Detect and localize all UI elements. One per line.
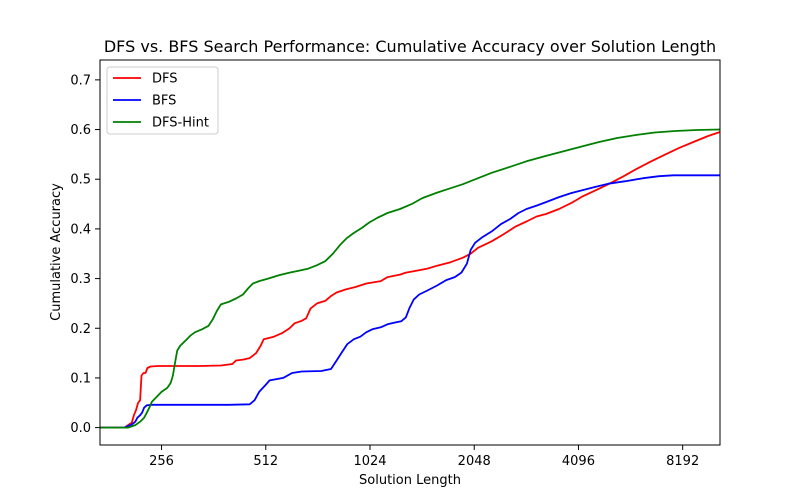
x-tick-label: 2048 <box>458 454 491 469</box>
legend-label-0: DFS <box>152 72 178 87</box>
x-tick-label: 256 <box>149 454 174 469</box>
legend-label-2: DFS-Hint <box>152 116 209 131</box>
y-tick-label: 0.1 <box>70 371 91 386</box>
series-line-0 <box>100 131 721 429</box>
y-axis-label: Cumulative Accuracy <box>49 183 64 321</box>
y-tick-label: 0.2 <box>70 322 91 337</box>
x-tick-label: 1024 <box>353 454 386 469</box>
y-tick-label: 0.0 <box>70 421 91 436</box>
series-line-1 <box>100 174 720 429</box>
x-tick-label: 4096 <box>562 454 595 469</box>
y-tick-label: 0.7 <box>70 73 91 88</box>
series-layer <box>100 128 721 429</box>
y-tick-label: 0.5 <box>70 173 91 188</box>
legend-label-1: BFS <box>152 94 176 109</box>
x-tick-label: 8192 <box>666 454 699 469</box>
y-axis: 0.0 0.1 0.2 0.3 0.4 0.5 0.6 0.7 <box>70 73 100 436</box>
legend: DFS BFS DFS-Hint <box>106 66 219 135</box>
x-axis: 256 512 1024 2048 4096 8192 <box>149 445 699 469</box>
y-tick-label: 0.3 <box>70 272 91 287</box>
x-tick-label: 512 <box>253 454 278 469</box>
series-line-2 <box>100 128 721 429</box>
y-tick-label: 0.4 <box>70 222 91 237</box>
x-axis-label: Solution Length <box>359 473 461 488</box>
plot-border <box>99 59 721 446</box>
legend-box <box>106 66 219 135</box>
chart-title: DFS vs. BFS Search Performance: Cumulati… <box>104 37 716 56</box>
y-tick-label: 0.6 <box>70 123 91 138</box>
